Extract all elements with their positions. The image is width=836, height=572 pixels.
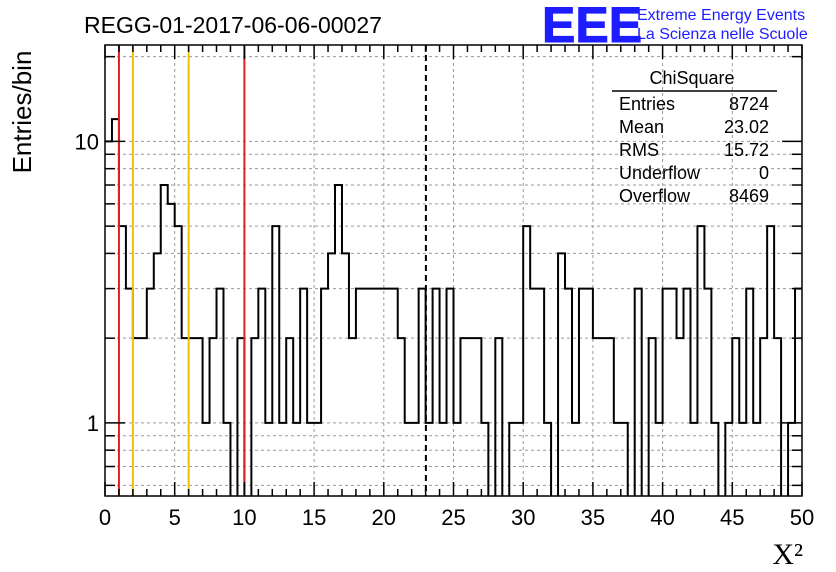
logo-line-2: La Scienza nelle Scuole (637, 26, 808, 43)
chart-title: REGG-01-2017-06-06-00027 (84, 12, 382, 38)
y-tick-label: 10 (75, 129, 99, 154)
x-tick-label: 45 (720, 505, 744, 530)
x-tick-label: 10 (232, 505, 256, 530)
axis-ticks (104, 45, 803, 496)
x-tick-label: 15 (302, 505, 326, 530)
y-axis-label: Entries/bin (7, 51, 37, 174)
stats-row-value: 0 (759, 163, 769, 183)
stats-row-label: Mean (619, 117, 664, 137)
stats-row-label: Underflow (619, 163, 701, 183)
x-tick-labels: 0 5 10 15 20 25 30 35 40 45 50 (99, 505, 814, 530)
x-tick-label: 20 (372, 505, 396, 530)
stats-row-label: RMS (619, 140, 659, 160)
marker-lines (117, 45, 427, 496)
stats-row-label: Overflow (619, 186, 691, 206)
stats-title: ChiSquare (649, 68, 734, 88)
stats-box: ChiSquare Entries 8724 Mean 23.02 RMS 15.72 Un… (612, 68, 777, 206)
stats-row-value: 15.72 (724, 140, 769, 160)
x-tick-label: 30 (511, 505, 535, 530)
eee-logo: EEE (542, 0, 642, 53)
stats-row-value: 8469 (729, 186, 769, 206)
x-axis-label: X² (772, 538, 803, 571)
stats-row-value: 23.02 (724, 117, 769, 137)
logo-line-1: Extreme Energy Events (637, 7, 805, 24)
y-tick-label: 1 (87, 411, 99, 436)
stats-row-value: 8724 (729, 94, 769, 114)
x-tick-label: 50 (790, 505, 814, 530)
x-tick-label: 25 (441, 505, 465, 530)
stats-row-label: Entries (619, 94, 675, 114)
x-tick-label: 5 (169, 505, 181, 530)
histogram-series (105, 118, 802, 496)
x-tick-label: 0 (99, 505, 111, 530)
histogram-step-line (105, 118, 802, 496)
y-tick-labels: 1 10 (75, 129, 99, 436)
x-tick-label: 40 (650, 505, 674, 530)
x-tick-label: 35 (581, 505, 605, 530)
